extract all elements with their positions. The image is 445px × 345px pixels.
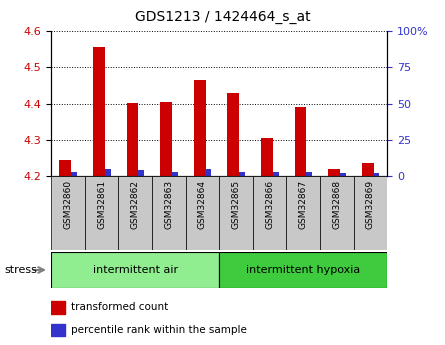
Bar [227, 93, 239, 176]
Text: GDS1213 / 1424464_s_at: GDS1213 / 1424464_s_at [135, 10, 310, 24]
FancyBboxPatch shape [219, 176, 253, 250]
Bar [194, 80, 206, 176]
Bar [239, 171, 245, 176]
FancyBboxPatch shape [186, 176, 219, 250]
FancyBboxPatch shape [118, 176, 152, 250]
Bar [261, 138, 273, 176]
Bar [93, 47, 105, 176]
Bar [373, 173, 380, 176]
Text: GSM32865: GSM32865 [231, 180, 240, 229]
Text: intermittent hypoxia: intermittent hypoxia [246, 265, 360, 275]
Bar [51, 301, 65, 314]
Text: GSM32864: GSM32864 [198, 180, 207, 229]
FancyBboxPatch shape [51, 176, 85, 250]
Text: GSM32867: GSM32867 [299, 180, 307, 229]
Text: GSM32862: GSM32862 [131, 180, 140, 229]
Text: GSM32860: GSM32860 [64, 180, 73, 229]
Text: GSM32861: GSM32861 [97, 180, 106, 229]
Bar [51, 324, 65, 336]
Bar [126, 104, 138, 176]
Text: intermittent air: intermittent air [93, 265, 178, 275]
Bar [306, 171, 312, 176]
Bar [273, 171, 279, 176]
Text: transformed count: transformed count [71, 303, 169, 313]
FancyBboxPatch shape [152, 176, 186, 250]
Text: stress: stress [4, 265, 37, 275]
Bar [295, 107, 306, 176]
FancyBboxPatch shape [51, 252, 219, 288]
FancyBboxPatch shape [287, 176, 320, 250]
Text: GSM32868: GSM32868 [332, 180, 341, 229]
Bar [138, 170, 144, 176]
FancyBboxPatch shape [219, 252, 387, 288]
Bar [160, 102, 172, 176]
FancyBboxPatch shape [320, 176, 353, 250]
Text: GSM32866: GSM32866 [265, 180, 274, 229]
Bar [328, 169, 340, 176]
Bar [59, 160, 71, 176]
Bar [340, 173, 346, 176]
Text: percentile rank within the sample: percentile rank within the sample [71, 325, 247, 335]
FancyBboxPatch shape [253, 176, 287, 250]
Bar [206, 169, 211, 176]
Text: GSM32869: GSM32869 [366, 180, 375, 229]
Bar [362, 163, 373, 176]
Bar [172, 171, 178, 176]
Bar [71, 171, 77, 176]
FancyBboxPatch shape [353, 176, 387, 250]
Text: GSM32863: GSM32863 [164, 180, 173, 229]
Bar [105, 169, 111, 176]
FancyBboxPatch shape [85, 176, 118, 250]
